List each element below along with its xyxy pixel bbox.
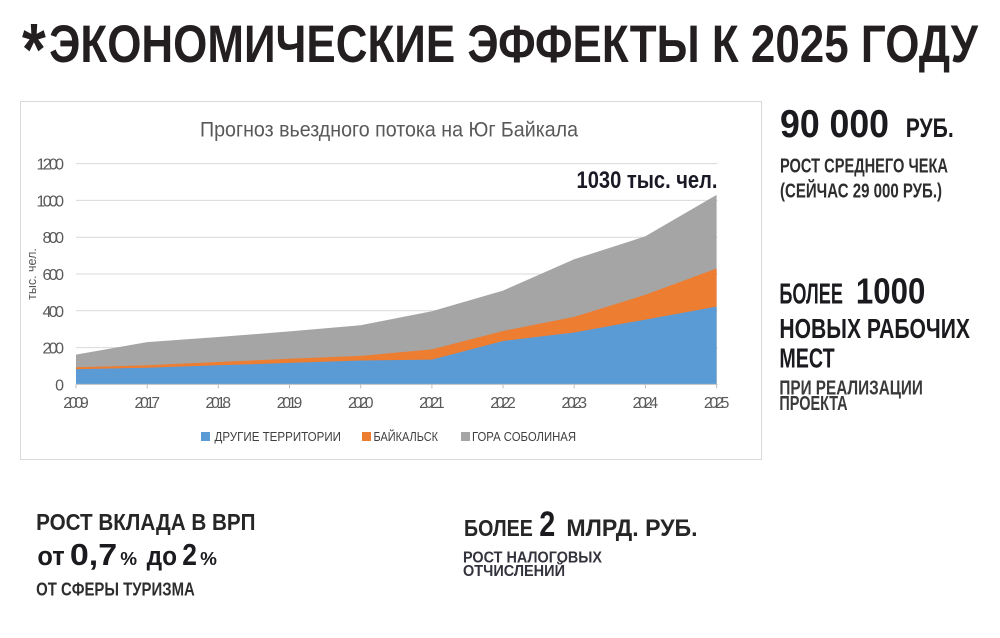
svg-text:ДРУГИЕ ТЕРРИТОРИИ: ДРУГИЕ ТЕРРИТОРИИ — [215, 430, 342, 444]
svg-text:МЛРД. РУБ.: МЛРД. РУБ. — [566, 515, 697, 542]
svg-text:Прогноз вьездного потока на Юг: Прогноз вьездного потока на Юг Байкала — [200, 118, 578, 142]
svg-text:800: 800 — [43, 230, 65, 247]
svg-text:200: 200 — [43, 341, 65, 358]
svg-text:1000: 1000 — [37, 193, 65, 210]
svg-text:2025: 2025 — [704, 395, 730, 412]
svg-text:2: 2 — [182, 538, 197, 572]
svg-text:%: % — [200, 548, 217, 569]
svg-text:600: 600 — [43, 267, 65, 284]
svg-text:2018: 2018 — [206, 395, 232, 412]
svg-text:2021: 2021 — [419, 395, 445, 412]
svg-text:1200: 1200 — [37, 157, 65, 174]
svg-text:2023: 2023 — [561, 395, 587, 412]
svg-text:%: % — [120, 548, 137, 569]
svg-text:БОЛЕЕ: БОЛЕЕ — [779, 278, 843, 310]
svg-text:(СЕЙЧАС 29 000 РУБ.): (СЕЙЧАС 29 000 РУБ.) — [780, 179, 942, 203]
svg-text:ПРИ РЕАЛИЗАЦИИ: ПРИ РЕАЛИЗАЦИИ — [779, 377, 923, 400]
svg-text:2: 2 — [539, 505, 555, 544]
svg-text:тыс. чел.: тыс. чел. — [25, 248, 39, 300]
svg-text:ОТ СФЕРЫ ТУРИЗМА: ОТ СФЕРЫ ТУРИЗМА — [36, 579, 195, 600]
svg-text:*ЭКОНОМИЧЕСКИЕ ЭФФЕКТЫ К 2025: *ЭКОНОМИЧЕСКИЕ ЭФФЕКТЫ К 2025 ГОДУ — [22, 10, 979, 91]
svg-text:2022: 2022 — [490, 395, 516, 412]
svg-text:МЕСТ: МЕСТ — [779, 343, 835, 374]
svg-text:БОЛЕЕ: БОЛЕЕ — [464, 515, 533, 541]
svg-text:2017: 2017 — [134, 395, 160, 412]
svg-text:от: от — [37, 541, 64, 571]
svg-text:2019: 2019 — [277, 395, 303, 412]
svg-text:400: 400 — [43, 304, 65, 321]
svg-text:РОСТ ВКЛАДА В ВРП: РОСТ ВКЛАДА В ВРП — [36, 509, 255, 535]
svg-text:2024: 2024 — [633, 395, 659, 412]
svg-text:2020: 2020 — [348, 395, 374, 412]
svg-text:0,7: 0,7 — [70, 538, 117, 572]
svg-text:ОТЧИСЛЕНИЙ: ОТЧИСЛЕНИЙ — [463, 562, 565, 580]
svg-text:до: до — [147, 541, 177, 571]
svg-text:ПРОЕКТА: ПРОЕКТА — [779, 392, 847, 415]
svg-text:0: 0 — [55, 377, 64, 394]
svg-text:БАЙКАЛЬСК: БАЙКАЛЬСК — [374, 429, 439, 444]
svg-text:РУБ.: РУБ. — [906, 113, 954, 143]
svg-text:ГОРА СОБОЛИНАЯ: ГОРА СОБОЛИНАЯ — [472, 430, 576, 444]
svg-text:РОСТ НАЛОГОВЫХ: РОСТ НАЛОГОВЫХ — [463, 550, 603, 567]
svg-text:НОВЫХ РАБОЧИХ: НОВЫХ РАБОЧИХ — [779, 313, 970, 344]
svg-text:2009: 2009 — [63, 395, 89, 412]
svg-text:РОСТ СРЕДНЕГО ЧЕКА: РОСТ СРЕДНЕГО ЧЕКА — [780, 155, 948, 177]
svg-text:1030 тыс. чел.: 1030 тыс. чел. — [577, 167, 718, 194]
svg-text:1000: 1000 — [856, 271, 925, 311]
svg-text:90 000: 90 000 — [780, 103, 889, 146]
